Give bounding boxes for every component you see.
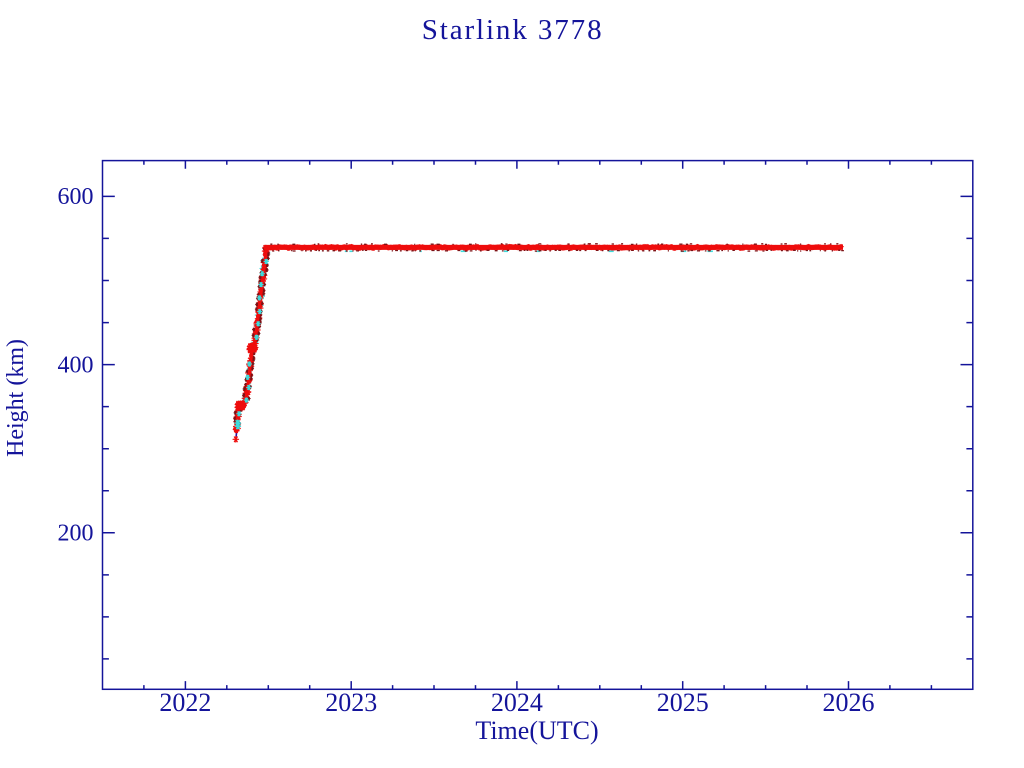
svg-text:Height (km): Height (km) bbox=[3, 339, 29, 457]
svg-text:2023: 2023 bbox=[325, 688, 377, 717]
svg-text:Time(UTC): Time(UTC) bbox=[475, 716, 598, 745]
svg-text:Starlink 3778: Starlink 3778 bbox=[422, 14, 604, 46]
svg-text:200: 200 bbox=[58, 521, 94, 547]
svg-text:2024: 2024 bbox=[491, 688, 543, 717]
svg-text:2022: 2022 bbox=[159, 688, 211, 717]
svg-text:2026: 2026 bbox=[823, 688, 875, 717]
svg-text:400: 400 bbox=[58, 352, 94, 378]
svg-text:2025: 2025 bbox=[657, 688, 709, 717]
svg-text:600: 600 bbox=[58, 184, 94, 210]
